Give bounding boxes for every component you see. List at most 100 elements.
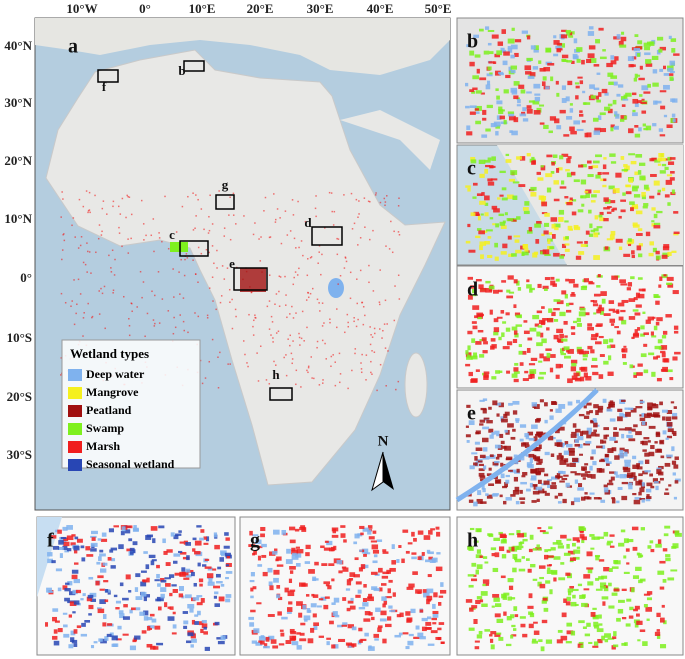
wetland-dot: [611, 275, 618, 280]
wetland-dot: [285, 640, 292, 645]
wetland-dot: [495, 88, 499, 92]
wetland-dot: [504, 445, 511, 451]
wetland-dot: [545, 639, 553, 644]
wetland-dot: [538, 319, 546, 325]
wetland-dot: [465, 82, 469, 87]
wetland-dot: [567, 588, 574, 593]
wetland-dot: [559, 255, 565, 259]
wetland-dot: [371, 544, 379, 550]
wetland-dot: [289, 628, 295, 633]
wetland-dot: [357, 244, 359, 246]
wetland-dot: [567, 225, 573, 231]
wetland-dot: [355, 325, 358, 328]
wetland-dot: [620, 199, 626, 202]
wetland-dot: [487, 80, 491, 86]
wetland-dot: [584, 312, 590, 316]
wetland-dot: [532, 490, 540, 495]
wetland-dot: [528, 100, 536, 103]
wetland-dot: [567, 348, 574, 354]
wetland-dot: [471, 605, 478, 609]
wetland-dot: [538, 639, 543, 643]
wetland-dot: [615, 113, 620, 119]
wetland-dot: [388, 605, 393, 609]
wetland-dot: [631, 526, 639, 531]
wetland-dot: [502, 346, 510, 350]
wetland-dot: [616, 330, 621, 335]
wetland-dot: [320, 596, 327, 601]
wetland-dot: [359, 639, 363, 643]
wetland-dot: [614, 440, 618, 444]
wetland-dot: [349, 572, 356, 577]
wetland-dot: [379, 269, 381, 271]
wetland-dot: [286, 234, 289, 236]
wetland-dot: [483, 341, 488, 345]
wetland-dot: [486, 473, 492, 477]
wetland-dot: [565, 309, 572, 313]
wetland-dot: [256, 352, 258, 354]
wetland-dot: [146, 643, 153, 648]
wetland-dot: [574, 433, 579, 437]
wetland-dot: [143, 239, 145, 241]
wetland-dot: [320, 545, 325, 549]
wetland-dot: [577, 76, 583, 79]
wetland-dot: [608, 568, 613, 572]
wetland-dot: [206, 573, 214, 579]
wetland-dot: [468, 371, 473, 377]
wetland-dot: [316, 605, 322, 608]
wetland-dot: [490, 631, 497, 635]
wetland-dot: [560, 534, 567, 539]
wetland-dot: [428, 556, 433, 561]
wetland-dot: [93, 641, 98, 644]
wetland-dot: [566, 348, 570, 353]
wetland-dot: [260, 635, 265, 639]
wetland-dot: [636, 100, 642, 104]
wetland-dot: [88, 251, 91, 253]
wetland-dot: [415, 589, 422, 594]
wetland-dot: [671, 189, 675, 194]
wetland-dot: [613, 126, 618, 129]
wetland-dot: [494, 552, 500, 558]
wetland-dot: [674, 530, 680, 536]
wetland-dot: [367, 529, 372, 535]
wetland-dot: [482, 398, 488, 401]
wetland-dot: [129, 609, 133, 614]
wetland-dot: [593, 190, 600, 194]
wetland-dot: [561, 153, 569, 157]
wetland-dot: [638, 77, 645, 81]
wetland-dot: [647, 440, 651, 443]
wetland-dot: [421, 626, 427, 632]
wetland-dot: [563, 450, 570, 455]
wetland-dot: [382, 603, 386, 608]
wetland-dot: [474, 441, 480, 445]
wetland-dot: [90, 598, 97, 602]
wetland-dot: [150, 560, 155, 566]
wetland-dot: [513, 476, 519, 482]
wetland-dot: [601, 596, 609, 600]
wetland-dot: [483, 373, 489, 378]
wetland-dot: [554, 227, 559, 231]
wetland-dot: [253, 319, 255, 322]
wetland-dot: [293, 237, 296, 240]
wetland-dot: [153, 325, 156, 327]
wetland-dot: [263, 210, 265, 212]
wetland-dot: [356, 278, 358, 280]
wetland-dot: [647, 83, 651, 88]
wetland-dot: [465, 425, 469, 428]
wetland-dot: [665, 554, 671, 558]
wetland-dot: [430, 630, 438, 634]
wetland-dot: [599, 56, 607, 60]
wetland-dot: [466, 131, 473, 136]
wetland-dot: [336, 253, 339, 256]
wetland-dot: [258, 636, 266, 641]
wetland-dot: [494, 53, 501, 58]
wetland-dot: [191, 619, 196, 625]
wetland-dot: [295, 247, 297, 249]
wetland-dot: [536, 342, 543, 347]
wetland-dot: [197, 198, 199, 201]
wetland-dot: [172, 332, 175, 335]
wetland-dot: [186, 640, 192, 644]
wetland-dot: [553, 556, 561, 560]
wetland-dot: [382, 551, 389, 554]
wetland-dot: [501, 280, 507, 283]
wetland-dot: [613, 588, 620, 592]
